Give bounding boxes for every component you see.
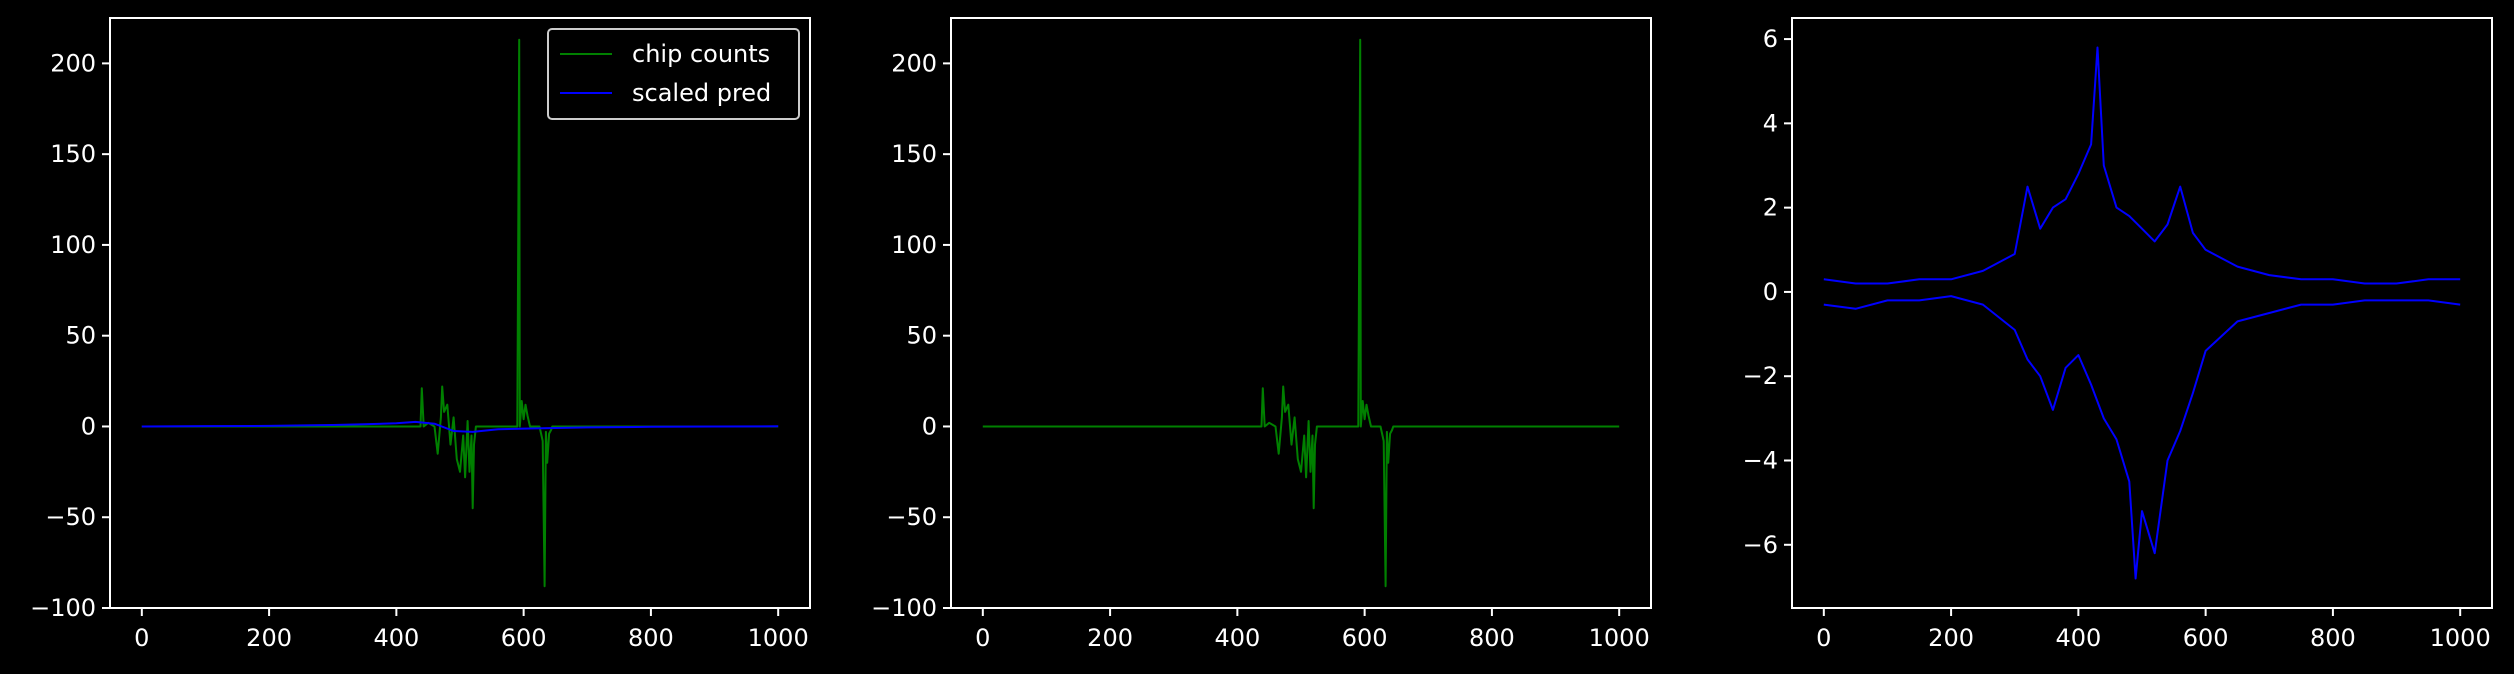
subplot-2-x-tick-label: 200 bbox=[1087, 624, 1133, 652]
subplot-2-y-tick-label: 100 bbox=[891, 231, 937, 259]
subplot-2-x-tick-label: 600 bbox=[1342, 624, 1388, 652]
legend-label-chip-counts: chip counts bbox=[632, 40, 770, 68]
subplot-1-y-tick-label: −100 bbox=[30, 594, 96, 622]
subplot-1-y-tick-label: −50 bbox=[45, 503, 96, 531]
subplot-1-x-tick-label: 600 bbox=[501, 624, 547, 652]
subplot-2-frame bbox=[950, 17, 1652, 609]
subplot-3-x-tick-label: 1000 bbox=[2430, 624, 2491, 652]
subplot-2-y-tick-label: 150 bbox=[891, 140, 937, 168]
legend-label-scaled-pred: scaled pred bbox=[632, 79, 771, 107]
subplot-1-x-tick-label: 800 bbox=[628, 624, 674, 652]
subplot-3-x-tick-label: 400 bbox=[2055, 624, 2101, 652]
subplot-1-y-tick-label: 0 bbox=[81, 412, 96, 440]
subplot-2-x-tick-label: 1000 bbox=[1589, 624, 1650, 652]
subplot-3-y-tick-label: −4 bbox=[1743, 447, 1778, 475]
subplot-1-series-layer bbox=[141, 38, 779, 588]
subplot-2-x-tick-label: 0 bbox=[975, 624, 990, 652]
subplot-2-y-tick-label: −50 bbox=[886, 503, 937, 531]
subplot-2-y-tick-label: 50 bbox=[906, 322, 937, 350]
subplot-3-x-tick-label: 600 bbox=[2183, 624, 2229, 652]
legend: chip counts scaled pred bbox=[547, 28, 800, 120]
subplot-3-y-tick-label: −2 bbox=[1743, 362, 1778, 390]
subplot-3-series-layer bbox=[1823, 46, 2461, 580]
subplot-2-series-trace-1 bbox=[982, 38, 1620, 588]
subplot-1-y-tick-label: 50 bbox=[65, 322, 96, 350]
subplot-3-y-tick-label: −6 bbox=[1743, 531, 1778, 559]
subplot-2-x-tick-label: 800 bbox=[1469, 624, 1515, 652]
subplot-1-y-tick-label: 100 bbox=[50, 231, 96, 259]
subplot-3-y-tick-label: 4 bbox=[1763, 109, 1778, 137]
subplot-1-series-scaled-pred bbox=[141, 420, 779, 433]
subplot-2-series-layer bbox=[982, 38, 1620, 588]
subplot-3: 0 200 400 600 800 1000 −6 −4 −2 0 2 4 6 bbox=[1743, 17, 2493, 652]
subplot-1-frame bbox=[109, 17, 811, 609]
subplot-1: 0 200 400 600 800 1000 −100 −50 0 50 100 150 200 chi… bbox=[30, 17, 811, 652]
subplot-2-y-tick-label: 200 bbox=[891, 49, 937, 77]
subplot-2-ticks: 0 200 400 600 800 1000 −100 −50 0 50 100 150 200 bbox=[871, 49, 1650, 652]
subplot-2-y-tick-label: 0 bbox=[922, 412, 937, 440]
subplot-1-x-tick-label: 400 bbox=[373, 624, 419, 652]
subplot-3-x-tick-label: 200 bbox=[1928, 624, 1974, 652]
subplot-1-y-tick-label: 200 bbox=[50, 49, 96, 77]
subplot-1-ticks: 0 200 400 600 800 1000 −100 −50 0 50 100 150 200 bbox=[30, 49, 809, 652]
subplot-1-x-tick-label: 200 bbox=[246, 624, 292, 652]
subplot-3-series-trace-1 bbox=[1823, 46, 2461, 285]
subplot-3-y-tick-label: 0 bbox=[1763, 278, 1778, 306]
subplot-2-x-tick-label: 400 bbox=[1214, 624, 1260, 652]
subplot-3-frame bbox=[1791, 17, 2493, 609]
subplot-3-ticks: 0 200 400 600 800 1000 −6 −4 −2 0 2 4 6 bbox=[1743, 25, 2491, 652]
subplot-1-x-tick-label: 1000 bbox=[748, 624, 809, 652]
subplot-2-y-tick-label: −100 bbox=[871, 594, 937, 622]
subplot-3-series-trace-2 bbox=[1823, 295, 2461, 580]
legend-box bbox=[547, 28, 800, 120]
subplot-1-x-tick-label: 0 bbox=[134, 624, 149, 652]
subplot-3-x-tick-label: 0 bbox=[1816, 624, 1831, 652]
subplot-2: 0 200 400 600 800 1000 −100 −50 0 50 100 150 200 bbox=[871, 17, 1652, 652]
subplot-3-y-tick-label: 2 bbox=[1763, 194, 1778, 222]
subplot-3-y-tick-label: 6 bbox=[1763, 25, 1778, 53]
subplot-1-y-tick-label: 150 bbox=[50, 140, 96, 168]
subplot-3-x-tick-label: 800 bbox=[2310, 624, 2356, 652]
